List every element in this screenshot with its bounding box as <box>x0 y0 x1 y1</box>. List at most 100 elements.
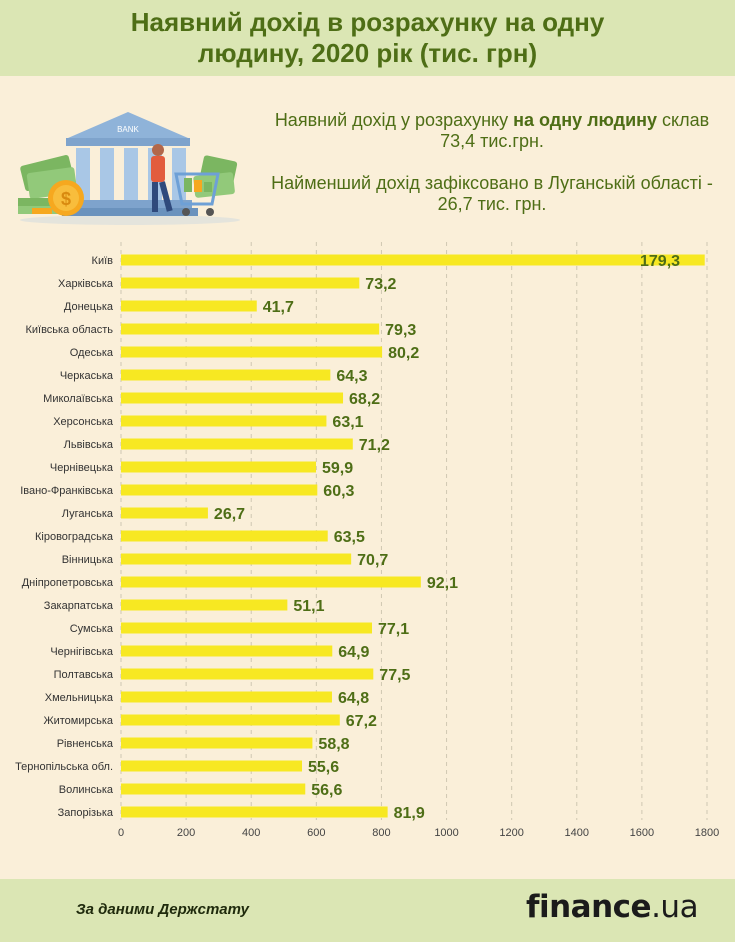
value-label: 64,8 <box>338 690 369 707</box>
x-tick-label: 0 <box>118 827 124 839</box>
bank-sign: BANK <box>117 125 139 134</box>
category-label: Хмельницька <box>45 692 114 704</box>
bar <box>121 576 421 588</box>
category-label: Кіровоградська <box>35 531 114 543</box>
value-label: 92,1 <box>427 575 458 592</box>
bar <box>121 254 705 266</box>
category-label: Херсонська <box>53 416 114 428</box>
value-label: 55,6 <box>308 759 339 776</box>
value-label: 63,5 <box>334 529 365 546</box>
bar <box>121 737 313 749</box>
category-label: Закарпатська <box>44 600 114 612</box>
bar <box>121 668 374 680</box>
bar <box>121 300 257 312</box>
category-label: Житомирська <box>43 715 113 727</box>
x-tick-label: 1600 <box>630 827 654 839</box>
value-label: 56,6 <box>311 782 342 799</box>
page-title: Наявний дохід в розрахунку на одну людин… <box>130 7 605 68</box>
category-label: Донецька <box>64 301 114 313</box>
info-total-income: Наявний дохід у розрахунку на одну людин… <box>262 110 722 152</box>
x-tick-label: 600 <box>307 827 325 839</box>
bar <box>121 415 327 427</box>
bar <box>121 691 332 703</box>
x-tick-label: 800 <box>372 827 390 839</box>
bar <box>121 599 288 611</box>
bar <box>121 277 360 289</box>
category-label: Сумська <box>70 623 114 635</box>
bar <box>121 806 388 818</box>
category-label: Рівненська <box>57 738 114 750</box>
info-line1-pre: Наявний дохід у розрахунку <box>274 110 514 130</box>
logo-pre: finance <box>526 889 652 925</box>
person-with-cart-icon <box>151 144 220 216</box>
category-label: Львівська <box>64 439 114 451</box>
x-tick-label: 1000 <box>434 827 458 839</box>
bar <box>121 346 383 358</box>
category-label: Луганська <box>62 508 114 520</box>
bar <box>121 323 380 335</box>
category-label: Київська область <box>25 324 113 336</box>
category-label: Вінницька <box>62 554 114 566</box>
bar <box>121 645 333 657</box>
bar <box>121 484 318 496</box>
value-label: 77,5 <box>379 667 410 684</box>
value-label: 77,1 <box>378 621 409 638</box>
category-label: Одеська <box>70 347 114 359</box>
source-note: За даними Держстату <box>76 901 249 918</box>
income-bar-chart: 0 200 400 600 800 1000 1200 1400 1600 1800 Київ 179… <box>15 242 719 839</box>
finance-ua-logo: finance.ua <box>526 889 699 925</box>
category-label: Полтавська <box>54 669 114 681</box>
footer-banner: За даними Держстату finance.ua <box>0 879 735 942</box>
value-label: 81,9 <box>394 805 425 822</box>
category-label: Миколаївська <box>43 393 114 405</box>
bar <box>121 530 328 542</box>
bar <box>121 622 373 634</box>
x-tick-label: 1800 <box>695 827 719 839</box>
bar <box>121 461 317 473</box>
svg-text:$: $ <box>61 189 71 209</box>
value-label: 179,3 <box>640 253 680 270</box>
value-label: 64,3 <box>336 368 367 385</box>
header-banner: Наявний дохід в розрахунку на одну людин… <box>0 0 735 76</box>
category-label: Івано-Франківська <box>20 485 114 497</box>
bar <box>121 438 353 450</box>
value-label: 71,2 <box>359 437 390 454</box>
value-label: 60,3 <box>323 483 354 500</box>
bar <box>121 392 344 404</box>
value-label: 26,7 <box>214 506 245 523</box>
value-label: 41,7 <box>263 299 294 316</box>
category-label: Запорізька <box>58 807 114 819</box>
ground-shadow <box>20 215 240 225</box>
bar <box>121 369 331 381</box>
bar <box>121 553 352 565</box>
bar <box>121 507 208 519</box>
value-label: 51,1 <box>293 598 324 615</box>
value-label: 73,2 <box>365 276 396 293</box>
value-label: 58,8 <box>318 736 349 753</box>
info-line1-post: склав 73,4 тис.грн. <box>440 110 710 151</box>
category-label: Черкаська <box>60 370 114 382</box>
info-min-income: Найменший дохід зафіксовано в Луганській… <box>271 173 713 214</box>
logo-post: .ua <box>651 889 699 925</box>
value-label: 63,1 <box>332 414 363 431</box>
category-label: Тернопільська обл. <box>15 761 113 773</box>
x-tick-label: 400 <box>242 827 260 839</box>
bar <box>121 714 340 726</box>
value-label: 59,9 <box>322 460 353 477</box>
x-tick-label: 200 <box>177 827 195 839</box>
x-tick-label: 1400 <box>565 827 589 839</box>
category-label: Київ <box>92 255 114 267</box>
category-label: Харківська <box>58 278 114 290</box>
x-tick-label: 1200 <box>499 827 523 839</box>
value-label: 68,2 <box>349 391 380 408</box>
value-label: 79,3 <box>385 322 416 339</box>
info-line1-bold: на одну людину <box>513 110 658 130</box>
category-label: Чернігівська <box>50 646 114 658</box>
value-label: 80,2 <box>388 345 419 362</box>
bank-illustration: BANK $ <box>18 112 240 225</box>
bar <box>121 760 303 772</box>
category-label: Чернівецька <box>50 462 114 474</box>
bar <box>121 783 306 795</box>
coin-icon: $ <box>32 180 84 216</box>
value-label: 70,7 <box>357 552 388 569</box>
